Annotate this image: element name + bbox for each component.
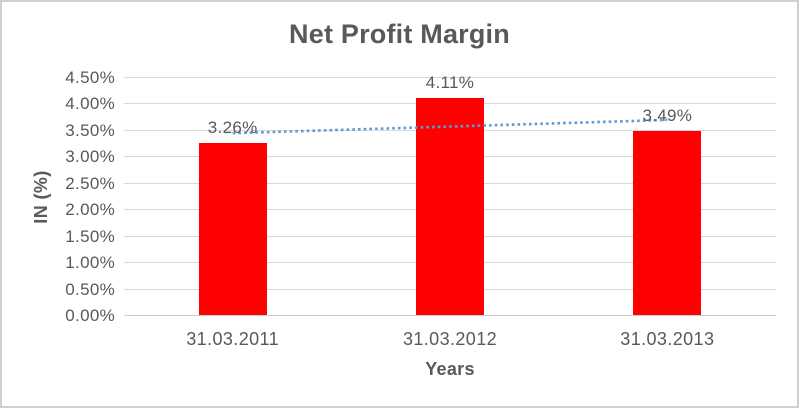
y-tick-label: 1.50% — [65, 226, 115, 246]
y-tick-label: 4.50% — [65, 67, 115, 87]
data-label: 3.49% — [642, 105, 693, 125]
x-axis-line — [124, 315, 776, 316]
y-tick-label: 0.00% — [65, 306, 115, 325]
x-tick-label: 31.03.2013 — [620, 328, 715, 349]
x-axis-title: Years — [425, 359, 475, 379]
chart-title: Net Profit Margin — [289, 19, 510, 49]
y-tick-label: 3.50% — [65, 120, 115, 140]
data-label: 3.26% — [207, 117, 258, 137]
bar — [416, 97, 484, 316]
bar — [633, 130, 702, 316]
x-tick-label: 31.03.2012 — [402, 328, 498, 349]
y-tick-label: 2.00% — [65, 200, 115, 219]
bar — [198, 142, 267, 316]
gridline — [124, 76, 776, 78]
y-tick-label: 1.00% — [65, 253, 115, 272]
y-tick-label: 4.00% — [65, 94, 115, 113]
y-tick-label: 0.50% — [65, 279, 115, 299]
y-tick-label: 2.50% — [65, 173, 115, 193]
x-tick-label: 31.03.2011 — [186, 328, 280, 349]
data-label: 4.11% — [425, 72, 475, 92]
y-tick-label: 3.00% — [65, 147, 115, 166]
